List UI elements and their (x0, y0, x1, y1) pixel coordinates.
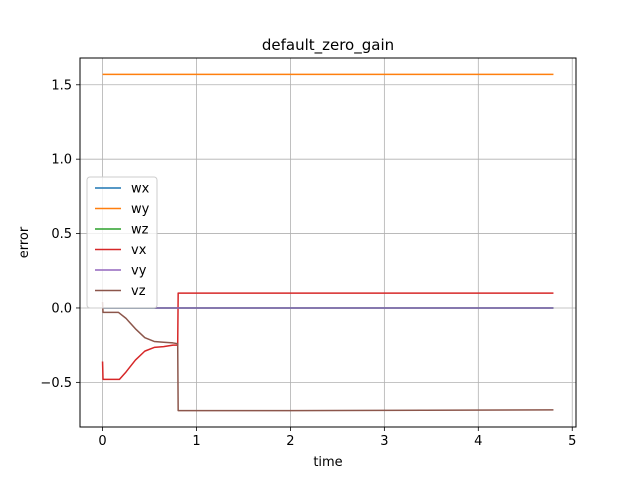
legend-box (86, 176, 158, 309)
series-line-vz (101, 301, 554, 412)
y-tick-label: −0.5 (40, 376, 72, 391)
x-tick-label: 1 (192, 434, 200, 449)
y-tick-label: 0.5 (51, 227, 72, 242)
series-line-vx (101, 292, 554, 381)
x-tick-label: 5 (568, 434, 576, 449)
legend-label-wy: wy (131, 202, 150, 217)
y-tick-label: 0.0 (51, 301, 72, 316)
plot-frame (79, 57, 577, 428)
x-tick-label: 4 (474, 434, 482, 449)
series-lines (101, 73, 554, 412)
y-axis-label: error (17, 226, 32, 258)
legend-label-vz: vz (131, 284, 146, 299)
legend-label-vy: vy (131, 264, 147, 279)
grid (80, 58, 576, 427)
legend-label-vx: vx (131, 243, 147, 258)
chart-title: default_zero_gain (262, 36, 394, 55)
x-tick-label: 2 (286, 434, 294, 449)
legend-label-wx: wx (131, 182, 150, 197)
y-tick-label: 1.0 (51, 153, 72, 168)
x-tick-label: 0 (98, 434, 106, 449)
legend: wx wy wz vx vy vz (86, 176, 158, 309)
y-tick-label: 1.5 (51, 78, 72, 93)
axis-ticks: 0 1 2 3 4 5 −0.5 0.0 0.5 1.0 1.5 (40, 78, 576, 449)
x-axis-label: time (313, 455, 342, 470)
x-tick-label: 3 (380, 434, 388, 449)
legend-label-wz: wz (131, 223, 149, 238)
